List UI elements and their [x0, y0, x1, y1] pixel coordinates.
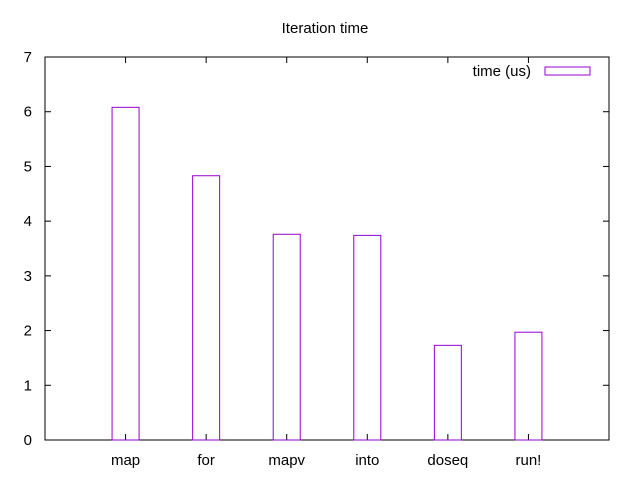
bar-mapv	[272, 233, 301, 441]
legend-label: time (us)	[473, 63, 531, 80]
bar-doseq	[433, 344, 462, 441]
chart-title: Iteration time	[282, 20, 369, 37]
x-tick-label: mapv	[268, 452, 305, 469]
x-tick-label: into	[355, 452, 379, 469]
y-tick-label: 5	[24, 158, 32, 175]
x-tick-label: for	[197, 452, 215, 469]
plot-area: 0 1 2 3 4 5 6 7 map for mapv into doseq run!	[24, 49, 610, 469]
x-tick-label: run!	[515, 452, 541, 469]
legend-swatch	[544, 66, 591, 76]
plot-frame	[44, 56, 610, 441]
x-tick-label: map	[111, 452, 140, 469]
y-tick-label: 1	[24, 377, 32, 394]
bar-into	[353, 234, 382, 441]
y-tick-label: 0	[24, 432, 32, 449]
y-tick-label: 7	[24, 49, 32, 66]
legend: time (us)	[473, 63, 591, 80]
y-tick-label: 4	[24, 213, 32, 230]
y-tick-label: 2	[24, 323, 32, 340]
bar-series	[111, 106, 543, 441]
x-tick-label: doseq	[427, 452, 468, 469]
bar-map	[111, 106, 140, 441]
y-tick-label: 3	[24, 268, 32, 285]
y-tick-label: 6	[24, 104, 32, 121]
bar-run!	[514, 331, 543, 441]
bar-for	[192, 175, 221, 441]
